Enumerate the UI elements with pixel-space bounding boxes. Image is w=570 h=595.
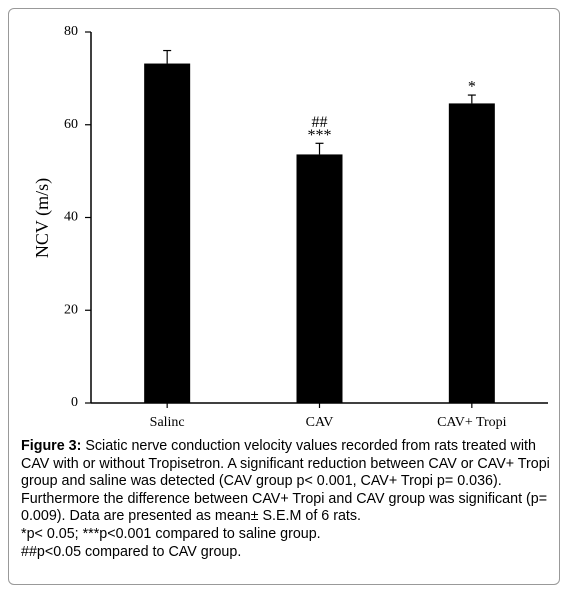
y-tick-label: 40 (64, 210, 78, 225)
x-tick-label: CAV (306, 415, 334, 430)
chart: NCV (m/s) 0 20 40 60 80 Salinc CAV CAV+ Tropi ##… (32, 24, 548, 430)
bar (144, 63, 191, 403)
y-tick-label: 20 (64, 302, 78, 317)
x-tick-label: Salinc (150, 415, 185, 430)
y-tick-label: 60 (64, 117, 78, 132)
caption-paragraph: Figure 3: Sciatic nerve conduction veloc… (21, 438, 551, 526)
caption-text: Sciatic nerve conduction velocity values… (21, 438, 550, 525)
y-tick-label: 80 (64, 24, 78, 39)
x-tick-label: CAV+ Tropi (437, 415, 507, 430)
annotation: ## (312, 114, 328, 131)
annotation: * (468, 79, 476, 96)
annotation: *** (308, 127, 332, 144)
y-axis-label: NCV (m/s) (32, 178, 53, 258)
bar (448, 103, 495, 403)
caption-note: *p< 0.05; ***p<0.001 compared to saline … (21, 525, 321, 542)
bar (296, 154, 343, 403)
caption-note: ##p<0.05 compared to CAV group. (21, 543, 242, 560)
caption-label: Figure 3: (21, 438, 82, 454)
caption: Figure 3: Sciatic nerve conduction veloc… (21, 438, 551, 561)
figure-frame (8, 8, 560, 585)
y-tick-label: 0 (71, 395, 78, 410)
